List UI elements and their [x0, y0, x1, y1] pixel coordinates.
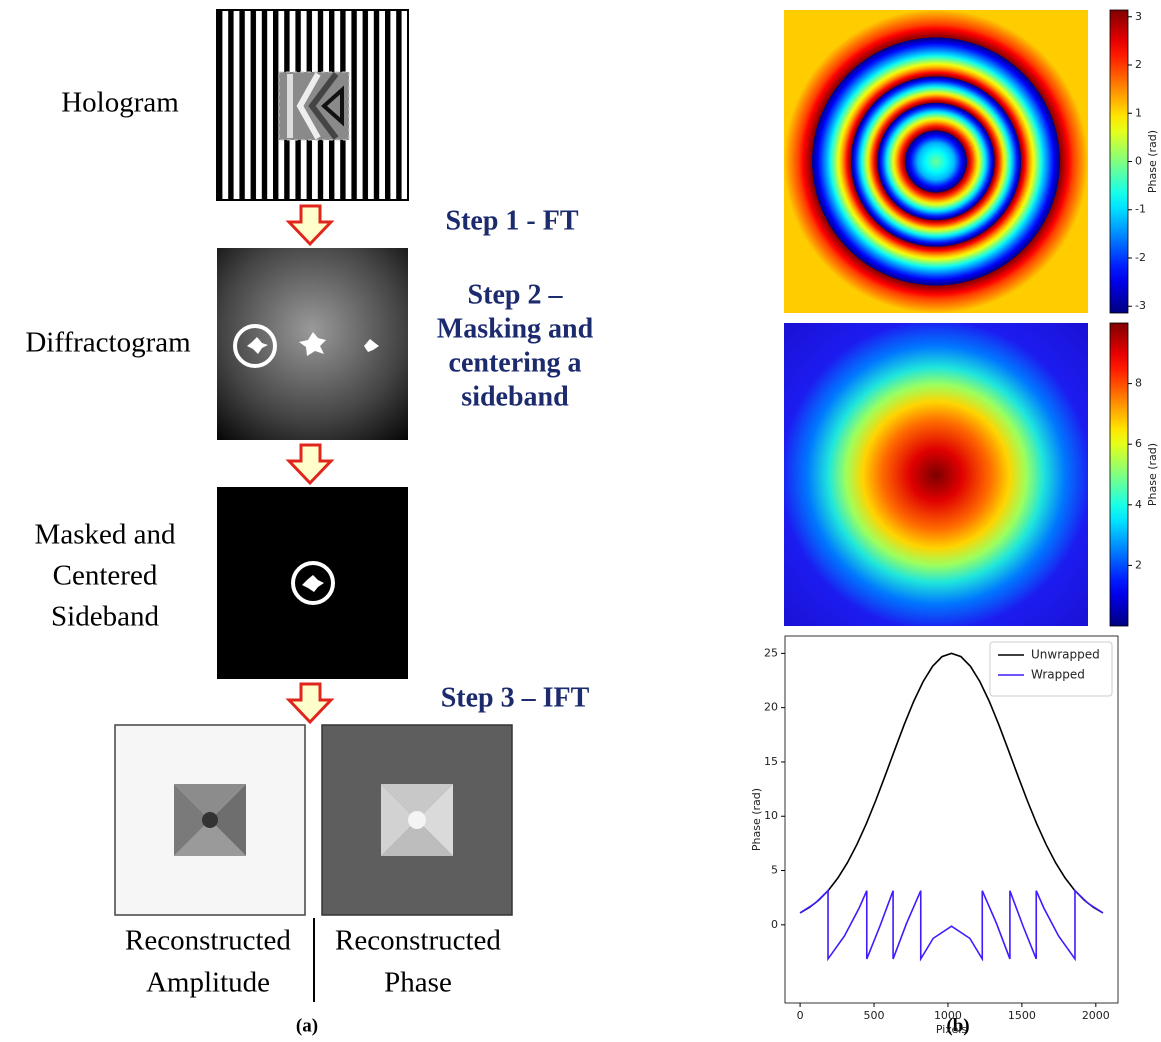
label: Masked and	[35, 519, 176, 551]
label: Reconstructed	[125, 925, 291, 957]
step-label: centering a	[449, 347, 582, 378]
colorbar-tick-label: 8	[1135, 377, 1142, 390]
step-label: sideband	[461, 381, 569, 412]
y-tick-label: 5	[771, 864, 778, 877]
label: Diffractogram	[25, 327, 191, 359]
step-label: Step 1 - FT	[446, 205, 579, 236]
y-tick-label: 10	[764, 809, 778, 822]
x-tick-label: 1000	[934, 1009, 962, 1022]
colorbar-tick-label: 6	[1135, 437, 1142, 450]
colorbar-tick-label: 2	[1135, 558, 1142, 571]
colorbar-tick-label: 2	[1135, 58, 1142, 71]
colorbar-tick-label: -2	[1135, 251, 1146, 264]
legend-label: Wrapped	[1031, 668, 1085, 682]
step-label: Step 3 – IFT	[441, 682, 590, 713]
panel-label: (a)	[296, 1015, 318, 1036]
colorbar-tick-label: 4	[1135, 498, 1142, 511]
label: Reconstructed	[335, 925, 501, 957]
x-axis-label: Pixels	[936, 1023, 967, 1036]
label: Centered	[53, 560, 158, 592]
colorbar	[1110, 10, 1128, 313]
x-tick-label: 500	[864, 1009, 885, 1022]
label: Hologram	[61, 87, 179, 119]
y-tick-label: 0	[771, 918, 778, 931]
x-tick-label: 2000	[1082, 1009, 1110, 1022]
colorbar-tick-label: -3	[1135, 299, 1146, 312]
y-tick-label: 25	[764, 646, 778, 659]
step-label: Masking and	[437, 313, 594, 344]
phase-image	[322, 725, 512, 915]
hologram-image	[217, 10, 408, 200]
colorbar-tick-label: 3	[1135, 10, 1142, 23]
colorbar-label: Phase (rad)	[1146, 443, 1159, 506]
y-tick-label: 15	[764, 755, 778, 768]
colorbar-tick-label: -1	[1135, 203, 1146, 216]
line-series	[800, 891, 1103, 959]
colorbar	[1110, 323, 1128, 626]
x-tick-label: 0	[797, 1009, 804, 1022]
unwrapped-phase-image	[784, 323, 1088, 626]
label: Phase	[384, 967, 452, 999]
label: Amplitude	[146, 967, 270, 999]
amplitude-image	[115, 725, 305, 915]
y-axis-label: Phase (rad)	[750, 788, 763, 851]
colorbar-tick-label: 0	[1135, 155, 1142, 168]
legend-label: Unwrapped	[1031, 648, 1100, 662]
x-tick-label: 1500	[1008, 1009, 1036, 1022]
masked-sideband-image	[217, 487, 408, 679]
colorbar-label: Phase (rad)	[1146, 130, 1159, 193]
step-label: Step 2 –	[468, 279, 564, 310]
figure: Hologram Diffractogram Masked and Center…	[0, 0, 1161, 1042]
wrapped-phase-image	[784, 10, 1088, 313]
label: Sideband	[51, 601, 159, 633]
y-tick-label: 20	[764, 701, 778, 714]
colorbar-tick-label: 1	[1135, 106, 1142, 119]
diffractogram-image	[217, 248, 408, 440]
